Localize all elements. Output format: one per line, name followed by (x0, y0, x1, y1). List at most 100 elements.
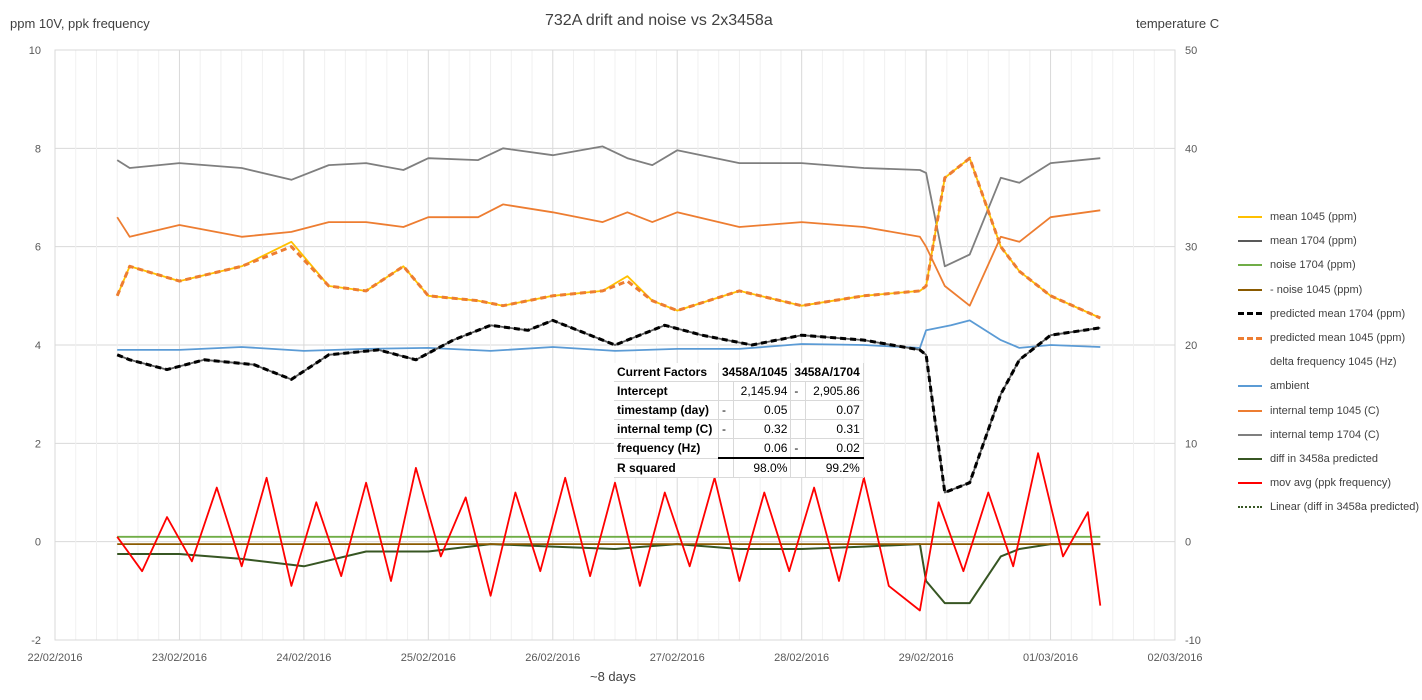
series-line-4 (116, 318, 1101, 494)
legend-label: - noise 1045 (ppm) (1270, 283, 1363, 296)
x-tick-label: 24/02/2016 (276, 652, 331, 664)
value-cell: 99.2% (805, 457, 864, 478)
legend-label: predicted mean 1045 (ppm) (1270, 332, 1406, 345)
legend-swatch (1238, 312, 1262, 316)
legend-label: mov avg (ppk frequency) (1270, 477, 1392, 490)
sign-cell: - (718, 419, 734, 439)
legend-swatch (1238, 457, 1262, 460)
legend-item: diff in 3458a predicted (1238, 447, 1422, 471)
legend-label: internal temp 1704 (C) (1270, 428, 1380, 441)
table-header-row: Current Factors 3458A/1045 3458A/1704 (614, 363, 864, 382)
legend-swatch (1238, 336, 1262, 340)
y-right-tick-label: 20 (1185, 340, 1197, 352)
x-tick-label: 02/03/2016 (1147, 652, 1202, 664)
legend-item: noise 1704 (ppm) (1238, 253, 1422, 277)
legend-swatch (1238, 433, 1262, 436)
series-line-10 (117, 543, 1101, 605)
y-right-tick-label: 50 (1185, 45, 1197, 57)
table-row: Intercept 2,145.94 - 2,905.86 (614, 381, 864, 401)
sign-cell (718, 457, 734, 478)
x-tick-label: 22/02/2016 (27, 652, 82, 664)
y-left-tick-label: 0 (35, 537, 41, 549)
legend-item: ambient (1238, 374, 1422, 398)
sign-cell (790, 457, 807, 478)
value-cell: 2,145.94 (733, 381, 792, 401)
legend-item: Linear (diff in 3458a predicted) (1238, 495, 1422, 519)
row-label: Intercept (614, 381, 719, 401)
y-right-tick-label: -10 (1185, 635, 1201, 647)
x-tick-label: 29/02/2016 (899, 652, 954, 664)
series-line-8 (116, 203, 1101, 307)
table-header-cell: 3458A/1704 (790, 363, 864, 382)
table-header-cell: Current Factors (614, 363, 719, 382)
legend-item: - noise 1045 (ppm) (1238, 278, 1422, 302)
value-cell: 98.0% (733, 457, 792, 478)
series-line-0 (116, 157, 1101, 319)
legend-swatch (1238, 385, 1262, 388)
x-axis-label: ~8 days (590, 669, 636, 684)
legend-item: delta frequency 1045 (Hz) (1238, 350, 1422, 374)
legend-label: predicted mean 1704 (ppm) (1270, 307, 1406, 320)
table-row: R squared 98.0% 99.2% (614, 457, 864, 478)
sign-cell (718, 381, 734, 401)
regression-factors-table: Current Factors 3458A/1045 3458A/1704 In… (614, 363, 864, 478)
sign-cell (718, 438, 734, 459)
sign-cell: - (718, 400, 734, 420)
value-cell: 0.02 (805, 438, 864, 459)
y-left-tick-label: 6 (35, 242, 41, 254)
plot-border (54, 49, 1176, 641)
value-cell: 0.06 (733, 438, 792, 459)
legend-item: predicted mean 1045 (ppm) (1238, 326, 1422, 350)
value-cell: 0.07 (805, 400, 864, 420)
legend-swatch (1238, 264, 1262, 267)
x-tick-label: 25/02/2016 (401, 652, 456, 664)
table-row: frequency (Hz) 0.06 - 0.02 (614, 438, 864, 459)
legend-item: mean 1045 (ppm) (1238, 205, 1422, 229)
legend-label: mean 1704 (ppm) (1270, 235, 1357, 248)
legend-label: diff in 3458a predicted (1270, 452, 1379, 465)
y-left-tick-label: -2 (31, 635, 41, 647)
legend-item: internal temp 1704 (C) (1238, 423, 1422, 447)
row-label: R squared (614, 458, 719, 478)
sign-cell (790, 419, 807, 439)
y-right-tick-label: 40 (1185, 143, 1197, 155)
left-axis-label: ppm 10V, ppk frequency (10, 16, 150, 31)
legend-label: Linear (diff in 3458a predicted) (1270, 501, 1420, 514)
row-label: internal temp (C) (614, 419, 719, 439)
right-axis-label: temperature C (1136, 16, 1220, 31)
chart-title: 732A drift and noise vs 2x3458a (545, 12, 773, 29)
series-line-1 (116, 319, 1101, 494)
x-tick-label: 27/02/2016 (650, 652, 705, 664)
row-label: timestamp (day) (614, 400, 719, 420)
legend-swatch (1238, 288, 1262, 291)
y-left-tick-label: 10 (29, 45, 41, 57)
x-tick-label: 26/02/2016 (525, 652, 580, 664)
legend-label: ambient (1270, 380, 1310, 393)
y-left-tick-label: 2 (35, 438, 41, 450)
y-right-tick-label: 30 (1185, 242, 1197, 254)
legend-label: mean 1045 (ppm) (1270, 211, 1357, 224)
series-line-9 (116, 145, 1101, 268)
table-row: timestamp (day) - 0.05 0.07 (614, 400, 864, 420)
y-left-tick-label: 4 (35, 340, 41, 352)
legend-item: internal temp 1045 (C) (1238, 399, 1422, 423)
series-line-7 (117, 319, 1101, 352)
legend-swatch (1238, 506, 1262, 509)
legend-item: mov avg (ppk frequency) (1238, 471, 1422, 495)
series-line-11 (116, 452, 1102, 612)
y-left-tick-label: 8 (35, 143, 41, 155)
legend-swatch (1238, 240, 1262, 243)
legend-item: predicted mean 1704 (ppm) (1238, 302, 1422, 326)
sign-cell: - (790, 438, 807, 459)
x-tick-label: 28/02/2016 (774, 652, 829, 664)
legend-swatch (1238, 216, 1262, 219)
sign-cell (790, 400, 807, 420)
legend-swatch (1238, 409, 1262, 412)
sign-cell: - (790, 381, 807, 401)
x-tick-label: 01/03/2016 (1023, 652, 1078, 664)
value-cell: 2,905.86 (805, 381, 864, 401)
table-header-cell: 3458A/1045 (718, 363, 792, 382)
legend-label: internal temp 1045 (C) (1270, 404, 1380, 417)
